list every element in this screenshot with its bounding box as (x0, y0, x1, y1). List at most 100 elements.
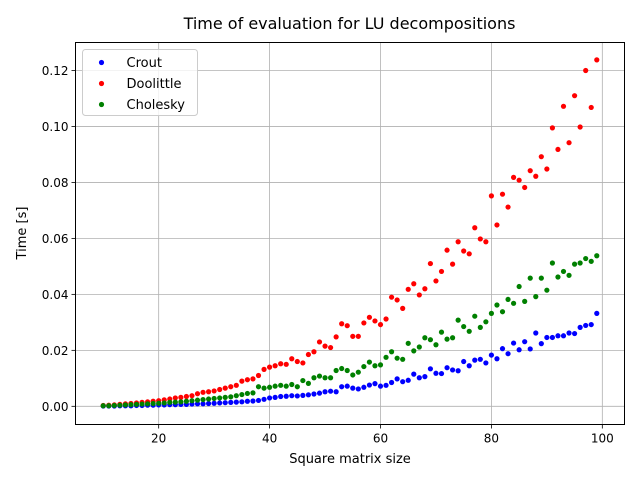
data-point (289, 393, 295, 399)
data-points (100, 57, 600, 409)
data-point (261, 366, 267, 372)
data-point (244, 398, 251, 404)
data-point (211, 388, 217, 394)
data-point (217, 395, 223, 401)
data-point (516, 177, 522, 183)
data-point (255, 397, 262, 404)
data-point (549, 260, 556, 266)
data-point (200, 389, 206, 395)
data-point (300, 360, 306, 366)
x-tick-label: 40 (262, 432, 277, 446)
data-point (377, 321, 384, 328)
data-point (344, 367, 350, 374)
y-axis: 0.00 0.02 0.04 0.06 0.08 0.10 0.12 (42, 64, 76, 414)
data-point (255, 372, 262, 379)
data-point (117, 402, 123, 408)
legend-marker (98, 80, 105, 87)
data-point (322, 375, 328, 381)
legend: Crout Doolittle Cholesky (82, 49, 198, 116)
data-point (483, 319, 489, 325)
data-point (588, 104, 594, 111)
data-point (100, 403, 106, 409)
data-point (266, 395, 273, 401)
data-point (161, 400, 167, 406)
data-point (278, 361, 284, 367)
data-point (350, 372, 356, 378)
data-point (189, 393, 195, 399)
data-point (289, 381, 295, 388)
plot-frame (75, 42, 625, 425)
data-point (538, 154, 544, 160)
data-point (311, 391, 317, 397)
data-point (583, 67, 589, 74)
data-point (477, 356, 483, 362)
data-point (510, 300, 517, 306)
data-point (522, 184, 528, 191)
data-point (339, 384, 345, 390)
data-point (383, 316, 389, 322)
data-point (250, 398, 256, 404)
data-point (560, 333, 567, 339)
data-point (533, 330, 539, 336)
data-point (283, 383, 289, 389)
y-tick-label: 0.00 (42, 400, 69, 414)
data-point (355, 386, 361, 392)
data-point (405, 340, 411, 346)
data-point (455, 317, 461, 323)
data-point (494, 302, 500, 308)
data-point (205, 396, 212, 402)
data-point (400, 305, 406, 311)
data-point (577, 324, 583, 330)
data-point (438, 370, 445, 377)
data-point (461, 248, 467, 254)
data-point (516, 283, 522, 290)
data-point (339, 365, 345, 372)
data-point (433, 342, 439, 348)
data-point (366, 359, 373, 365)
series-cholesky (100, 253, 600, 409)
data-point (205, 400, 212, 407)
data-point (444, 365, 450, 371)
data-point (400, 379, 406, 385)
legend-label: Cholesky (127, 98, 186, 113)
data-point (361, 363, 367, 370)
data-point (583, 322, 589, 329)
data-point (411, 348, 417, 354)
data-point (388, 379, 395, 386)
data-point (228, 399, 234, 405)
data-point (228, 384, 234, 390)
data-point (466, 328, 472, 334)
data-point (527, 346, 533, 352)
data-point (183, 398, 190, 404)
data-point (372, 363, 378, 369)
data-point (549, 334, 556, 341)
data-point (327, 388, 334, 394)
data-point (588, 258, 594, 264)
data-point (566, 330, 572, 336)
data-point (211, 395, 217, 402)
data-point (422, 335, 428, 341)
data-point (555, 333, 561, 339)
data-point (372, 318, 378, 324)
data-point (316, 373, 323, 379)
data-point (566, 272, 572, 278)
data-point (183, 393, 190, 400)
x-tick-label: 80 (484, 432, 499, 446)
data-point (510, 340, 517, 346)
data-point (222, 400, 228, 406)
data-point (405, 286, 411, 292)
data-point (339, 321, 345, 327)
data-point (333, 389, 339, 395)
data-point (106, 403, 112, 409)
data-point (228, 394, 234, 400)
y-tick-label: 0.08 (42, 176, 69, 190)
data-point (355, 369, 361, 375)
data-point (189, 398, 195, 404)
data-point (366, 382, 373, 388)
data-point (233, 393, 239, 399)
data-point (594, 253, 600, 259)
data-point (488, 352, 495, 358)
legend-marker (98, 59, 105, 66)
data-point (300, 377, 306, 384)
data-point (544, 166, 550, 172)
